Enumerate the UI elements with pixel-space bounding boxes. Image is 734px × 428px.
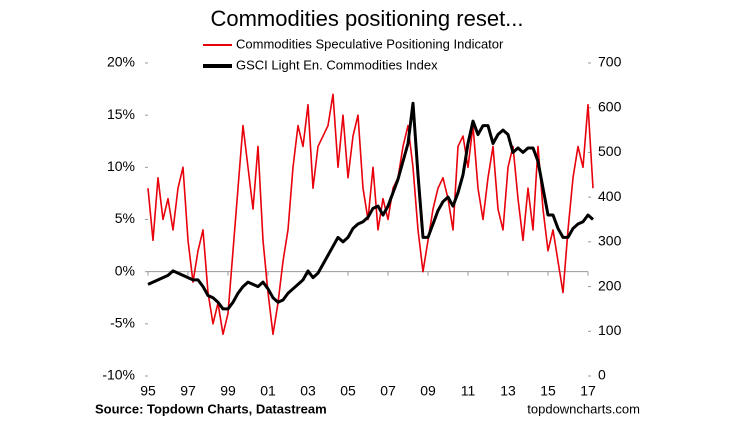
series-line — [147, 101, 594, 311]
y2-tick-label: 100 — [598, 322, 622, 338]
x-tick-label: 03 — [300, 383, 316, 399]
x-tick-label: 01 — [260, 383, 276, 399]
y2-tick-label: 700 — [598, 54, 622, 70]
x-tick-label: 11 — [461, 383, 476, 399]
y-tick-label: -5% — [110, 315, 135, 331]
y2-tick-label: 400 — [598, 188, 622, 204]
x-tick-label: 97 — [180, 383, 196, 399]
series-line — [147, 93, 594, 336]
y-tick-label: -10% — [102, 367, 135, 383]
y-tick-label: 0% — [115, 262, 135, 278]
x-tick-label: 07 — [380, 383, 396, 399]
y2-tick-label: 600 — [598, 98, 622, 114]
x-tick-label: 15 — [540, 383, 556, 399]
x-tick-label: 17 — [580, 383, 596, 399]
y-tick-label: 5% — [115, 210, 135, 226]
chart-title: Commodities positioning reset... — [210, 6, 523, 31]
x-tick-label: 05 — [340, 383, 356, 399]
legend-label: GSCI Light En. Commodities Index — [236, 57, 438, 72]
y-tick-label: 15% — [107, 106, 135, 122]
legend-label: Commodities Speculative Positioning Indi… — [236, 36, 504, 51]
y2-tick-label: 200 — [598, 277, 622, 293]
y2-tick-label: 500 — [598, 143, 622, 159]
y2-tick-label: 300 — [598, 233, 622, 249]
source: Source: Topdown Charts, Datastream — [95, 401, 327, 416]
x-tick-label: 95 — [140, 383, 156, 399]
y2-tick-label: 0 — [598, 367, 606, 383]
x-tick-label: 13 — [500, 383, 516, 399]
x-tick-label: 99 — [220, 383, 236, 399]
y-tick-label: 20% — [107, 54, 135, 70]
x-tick-label: 09 — [420, 383, 436, 399]
website: topdowncharts.com — [527, 401, 640, 416]
y-tick-label: 10% — [107, 158, 135, 174]
